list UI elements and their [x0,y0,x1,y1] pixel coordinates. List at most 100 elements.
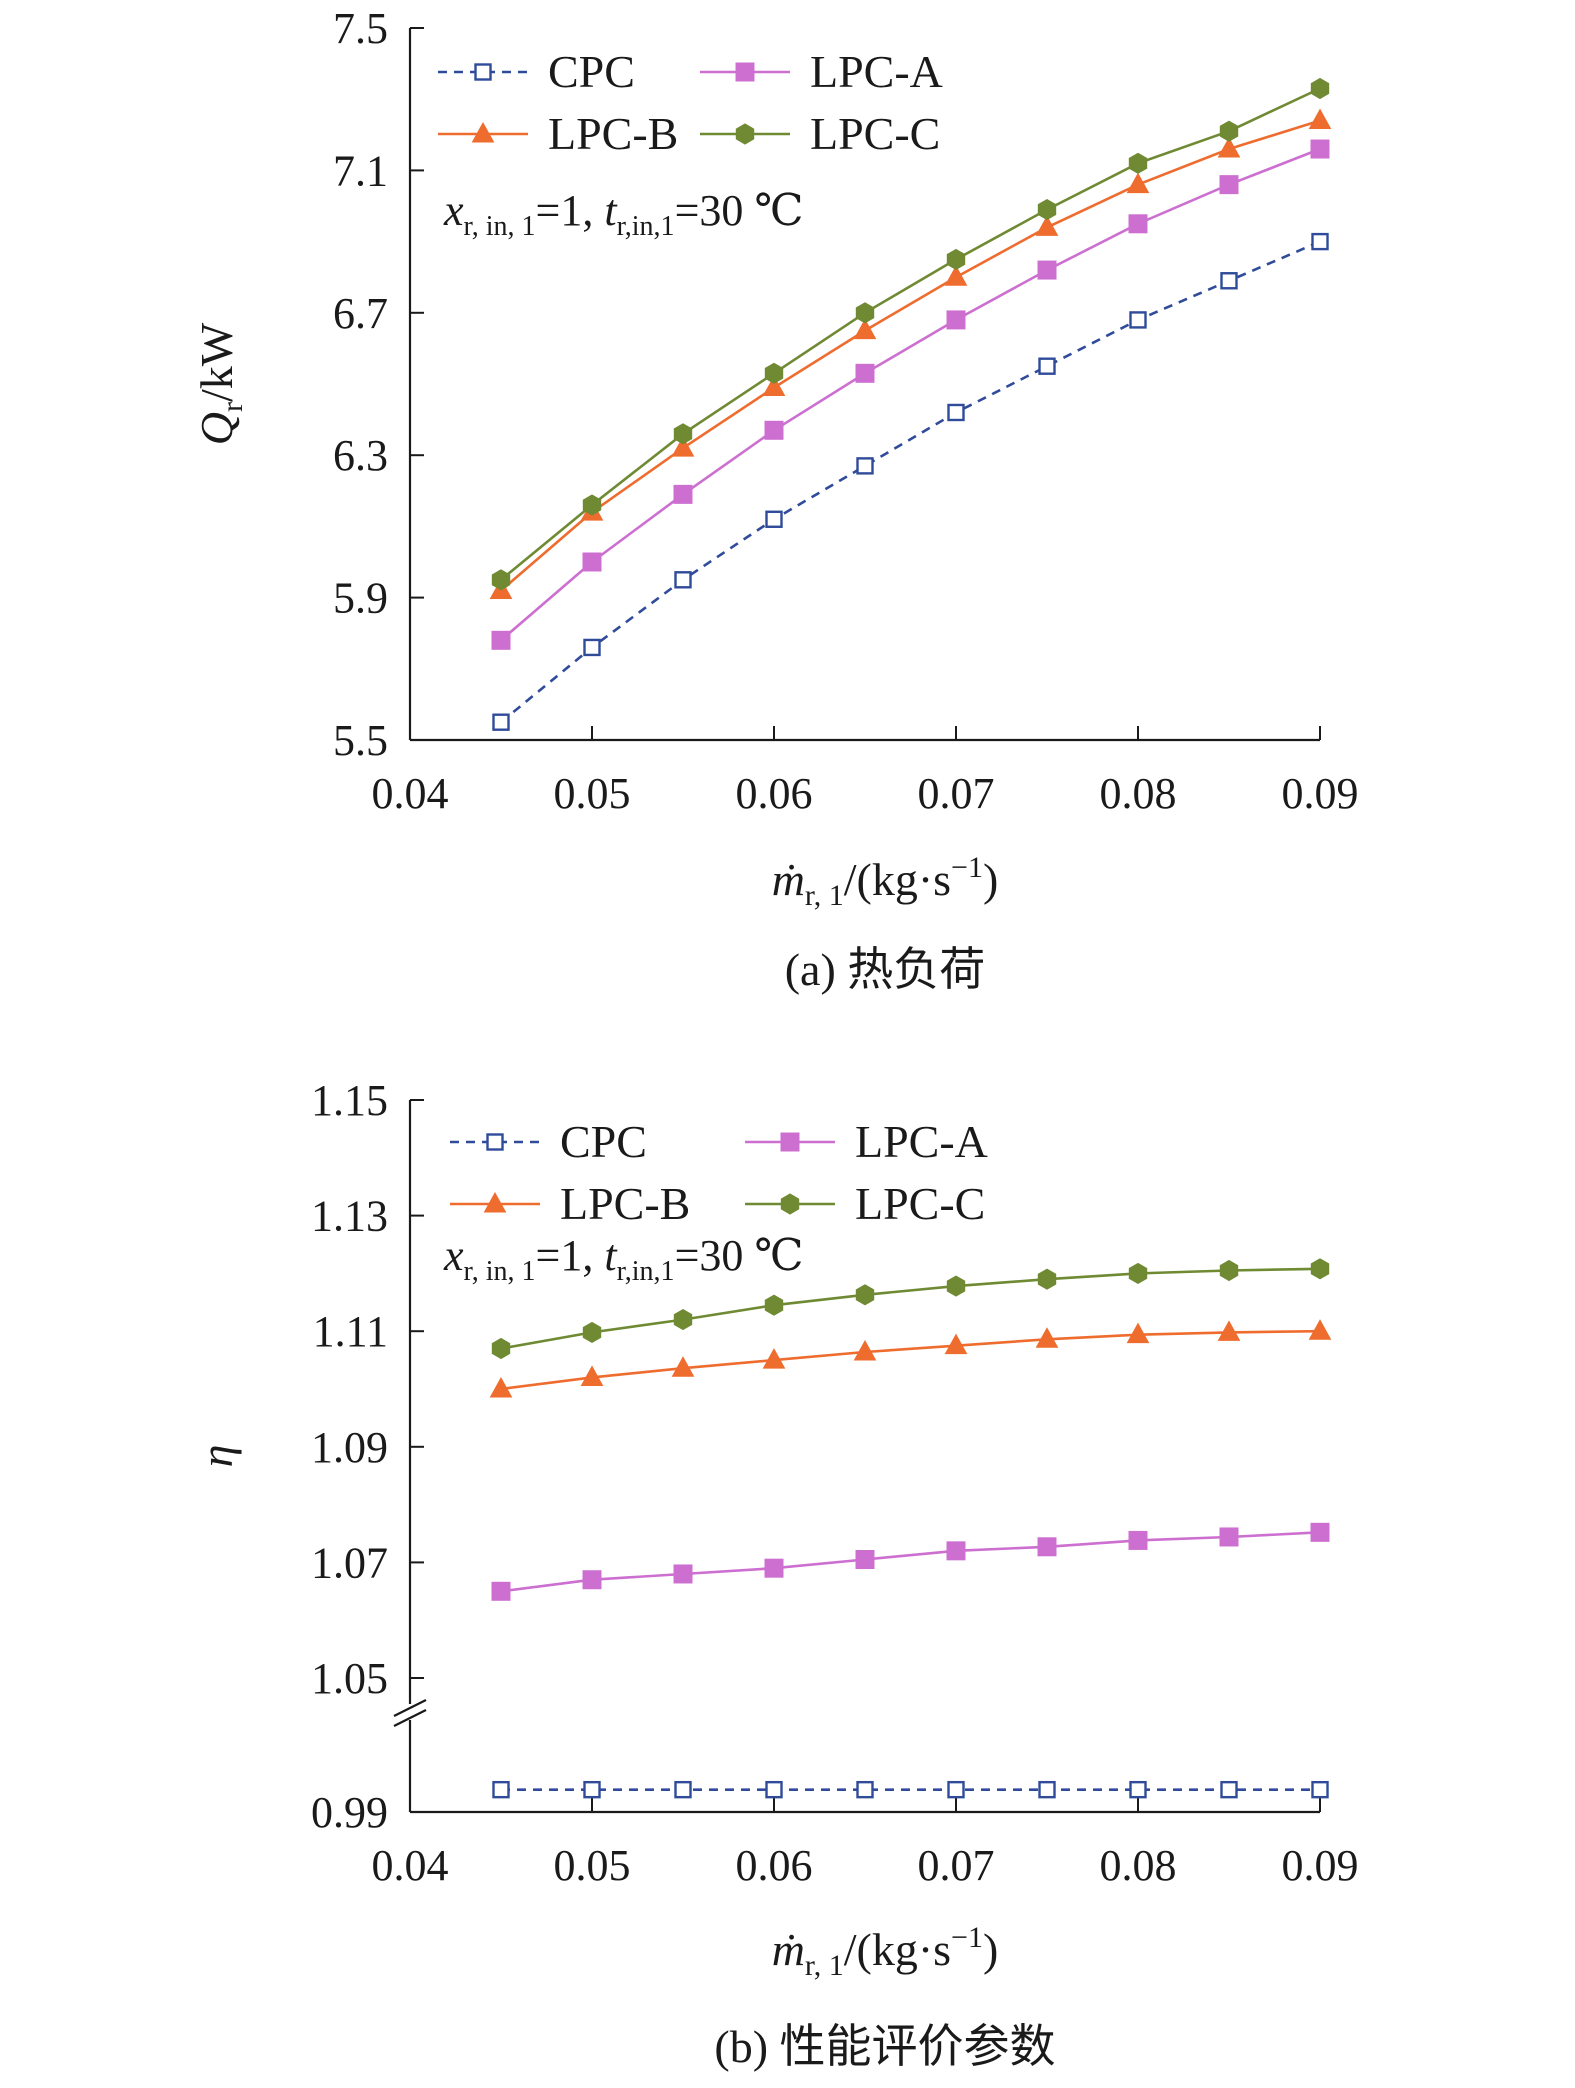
data-point [1310,1522,1330,1542]
data-point [855,302,875,324]
data-point [671,436,695,457]
data-point [582,552,602,572]
legend-marker [780,1193,800,1215]
data-point [1037,199,1057,221]
data-point [1038,1780,1056,1799]
legend-marker [474,63,492,81]
data-point [855,1284,875,1306]
data-point [762,375,786,397]
data-point [1037,1268,1057,1290]
data-point [947,403,965,422]
data-point [946,1541,966,1561]
condition-annotation: xr, in, 1=1, tr,in,1=30 ℃ [443,1231,804,1287]
x-label-sub: r, 1 [805,1949,844,1982]
data-point [1308,108,1332,130]
data-point [855,363,875,383]
series-lpc-b [489,108,1332,599]
legend-marker [735,123,755,145]
legend-marker [471,121,495,143]
annot-t-var: t [604,1231,618,1280]
y-tick-label: 7.5 [333,4,388,53]
data-point [582,1321,602,1343]
x-tick-label: 0.04 [372,1841,449,1890]
data-point [491,630,511,650]
data-point [1310,77,1330,100]
series-cpc [492,1780,1329,1799]
data-point [1310,1258,1330,1280]
data-point [946,248,966,270]
legend-item-cpc: CPC [450,1116,647,1167]
series-line [500,1267,1321,1350]
x-tick-label: 0.07 [918,769,995,818]
data-point [583,1780,601,1799]
series-line [500,87,1321,581]
data-point [853,1339,877,1361]
data-point [1128,152,1148,174]
data-point [856,457,874,475]
data-point [582,494,602,516]
series-lpc-a [491,139,1330,650]
y-label-var: η [191,1445,242,1468]
y-tick-label: 1.13 [311,1192,388,1241]
legend-item-cpc: CPC [438,46,635,97]
x-tick-label: 0.09 [1282,1841,1359,1890]
legend-label: CPC [548,46,635,97]
data-point [671,1356,695,1377]
data-point [762,1348,786,1369]
x-label-var: ṁ [772,1924,805,1975]
legend-marker [486,1133,504,1151]
y-axis-label: η [191,1445,242,1468]
legend-item-lpc-b: LPC-B [450,1178,690,1229]
data-point [580,1365,604,1386]
data-point [1126,172,1150,194]
data-point [491,1337,511,1360]
data-point [946,1275,966,1297]
data-point [582,1570,602,1590]
legend-item-lpc-a: LPC-A [700,46,943,97]
legend: CPC LPC-A LPC-B LPC-C [450,1116,988,1229]
chart-heat-load: 5.5 5.9 6.3 6.7 7.1 7.5 0.04 0.05 0.06 0.07 0.08 0.… [191,4,1359,995]
annot-x-val: =1, [536,186,605,235]
data-point [856,1780,874,1799]
data-point [674,571,692,589]
data-point [764,1294,784,1316]
data-point [855,1550,875,1570]
legend-marker [780,1132,800,1152]
y-tick-label: 5.9 [333,574,388,623]
x-tick-label: 0.08 [1100,1841,1177,1890]
data-point [492,1780,510,1799]
legend-label: LPC-B [560,1178,690,1229]
data-point [1219,1527,1239,1547]
data-point [764,1558,784,1578]
x-label-var: ṁ [772,854,805,905]
data-point [764,420,784,440]
x-label-sup: −1 [951,1921,983,1954]
data-point [944,265,968,286]
series-line [500,1329,1321,1391]
x-tick-label: 0.08 [1100,769,1177,818]
data-point [1311,232,1329,251]
x-tick-label: 0.04 [372,769,449,818]
data-point [673,1564,693,1584]
y-tick-label: 1.15 [311,1076,388,1125]
chart-performance-evaluation: 0.99 1.05 1.07 1.09 1.11 1.13 1.15 0.04 0.05 0.06… [191,1076,1359,2072]
x-label-close: ) [983,854,998,905]
data-point [765,510,783,528]
data-point [1217,137,1241,158]
annot-x-var: x [443,1231,464,1280]
axis-break-mark [393,1699,427,1717]
y-tick-label: 0.99 [311,1788,388,1837]
axis-break-mark [393,1709,427,1727]
data-point [1128,214,1148,234]
x-tick-label: 0.06 [736,769,813,818]
x-label-sub: r, 1 [805,879,844,912]
series-line [500,1531,1321,1593]
series-line [500,147,1321,642]
data-point [583,638,601,657]
data-point [1129,311,1147,329]
condition-annotation: xr, in, 1=1, tr,in,1=30 ℃ [443,186,804,242]
y-tick-label: 7.1 [333,146,388,195]
legend-label: CPC [560,1116,647,1167]
annot-x-sub: r, in, 1 [464,1256,536,1287]
